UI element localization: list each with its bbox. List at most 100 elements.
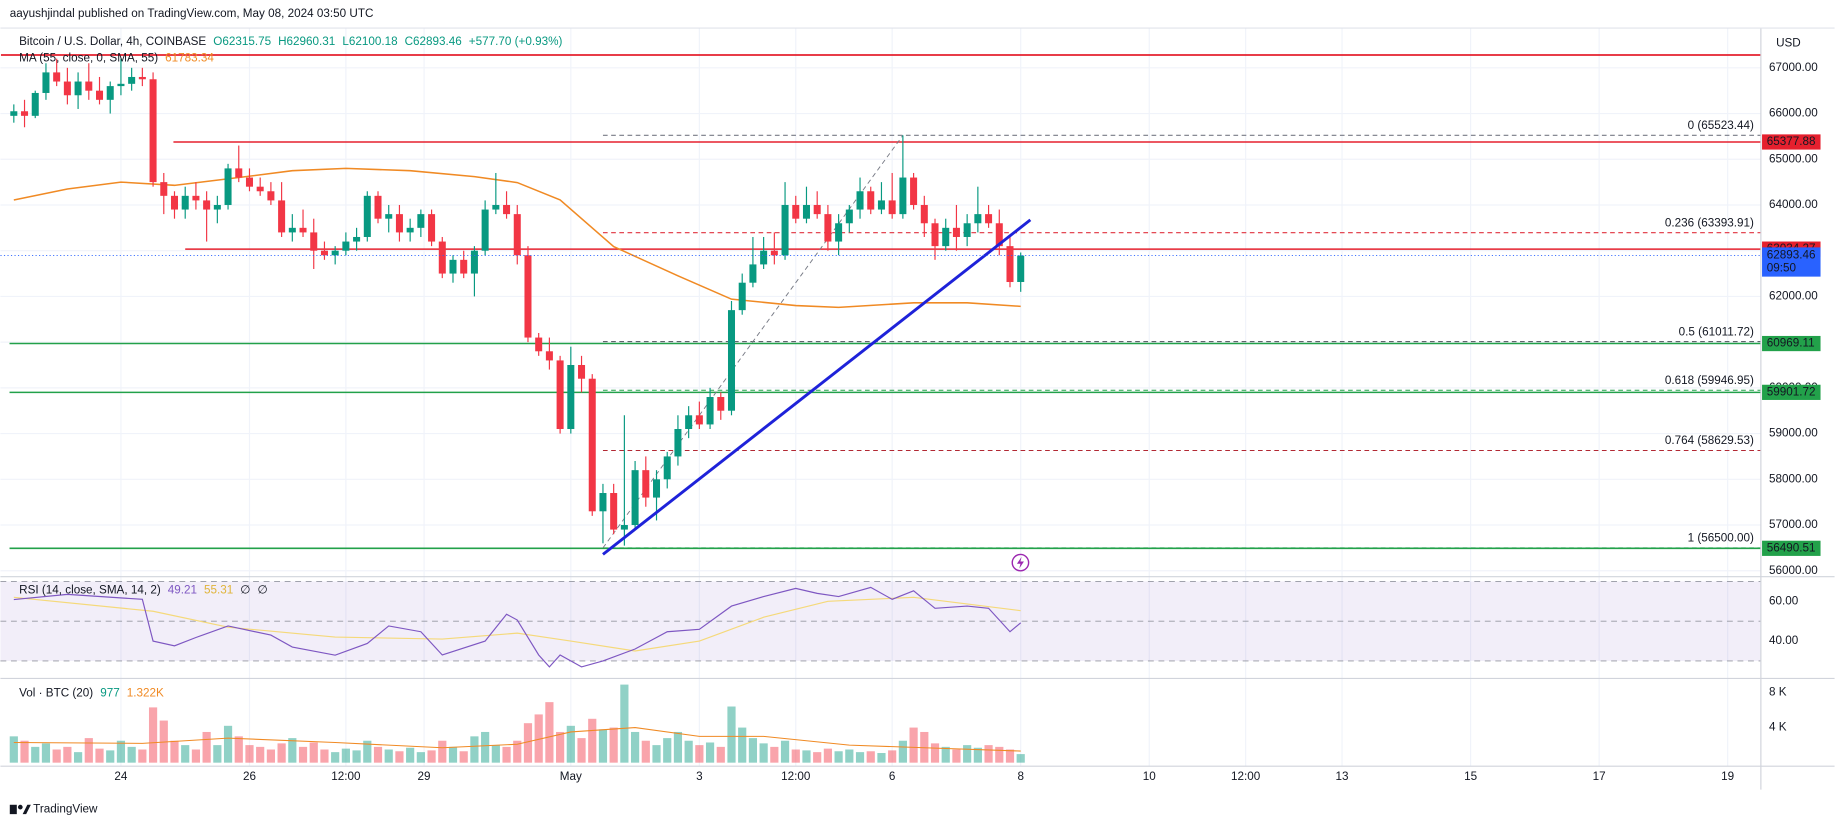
x-tick-label: 19 [1721, 770, 1734, 783]
candle-body [588, 378, 596, 512]
volume-bar [202, 731, 211, 763]
volume-bar [234, 736, 243, 763]
volume-bar [995, 746, 1004, 763]
candle-body [63, 81, 71, 96]
volume-bar [1005, 749, 1015, 763]
fib-label: 0.5 (61011.72) [1679, 325, 1754, 338]
volume-bar [288, 738, 297, 763]
candle-body [310, 232, 318, 251]
candle-body [395, 214, 403, 233]
event-icon[interactable] [1011, 553, 1030, 572]
volume-bar [823, 748, 832, 763]
volume-bar [52, 749, 61, 763]
volume-bar [298, 746, 308, 763]
candle-body [910, 177, 918, 205]
candle-body [53, 72, 61, 82]
y-tick-label: 58000.00 [1769, 472, 1818, 485]
candle-body [117, 83, 125, 87]
volume-bar [577, 738, 586, 763]
candle-body [674, 429, 682, 457]
y-tick-label: 66000.00 [1769, 107, 1818, 120]
volume-bar [256, 746, 265, 763]
candle-body [374, 195, 382, 219]
level-badge [1762, 540, 1821, 556]
currency-box[interactable] [1762, 31, 1809, 55]
candle-body [149, 79, 157, 183]
volume-bar [9, 736, 18, 763]
x-tick-label: 12:00 [331, 770, 361, 783]
candle-body [363, 195, 371, 237]
x-tick-label: 29 [418, 770, 431, 783]
candle-body [160, 182, 168, 196]
high-label: H62960.31 [278, 35, 335, 48]
volume-bar [502, 746, 511, 763]
candle-body [96, 90, 104, 100]
volume-name: Vol · BTC (20) [19, 687, 93, 700]
candle-body [106, 86, 114, 100]
candle-body [342, 241, 350, 251]
candle-body [42, 72, 50, 93]
volume-bar [791, 749, 800, 763]
trend-line [602, 218, 1032, 556]
volume-bar [491, 745, 500, 763]
candle-body [877, 200, 885, 210]
fib-label: 1 (56500.00) [1688, 532, 1754, 545]
last-price-label: 62893.46 [1767, 249, 1816, 262]
volume-bar [866, 751, 875, 763]
volume-bar [898, 740, 907, 763]
candle-body [781, 204, 789, 256]
candle-body [288, 227, 296, 233]
fib-trend [602, 135, 904, 549]
candle-body [974, 214, 982, 224]
volume-bar [470, 736, 479, 763]
countdown-label: 09:50 [1767, 262, 1797, 275]
candle-body [985, 214, 993, 224]
volume-bar [770, 746, 779, 763]
volume-bar [73, 752, 83, 763]
candle-body [74, 81, 82, 96]
candle-body [653, 479, 661, 498]
volume-bar [406, 747, 415, 763]
volume-bar [845, 749, 854, 763]
ma-legend: MA (55, close, 0, SMA, 55) 61783.34 [19, 52, 214, 65]
volume-bar [223, 725, 233, 763]
volume-bar [84, 738, 93, 763]
candle-body [128, 76, 136, 84]
volume-bar [523, 723, 533, 763]
candle-body [428, 214, 436, 242]
x-tick-label: 12:00 [781, 770, 811, 783]
volume-bar [448, 746, 458, 763]
volume-bar [459, 751, 468, 763]
volume-legend: Vol · BTC (20) 977 1.322K [19, 687, 164, 700]
volume-bar [973, 747, 982, 763]
x-tick-label: 17 [1593, 770, 1606, 783]
volume-bar [716, 746, 725, 763]
volume-bar [1016, 754, 1025, 763]
candle-body [663, 456, 671, 480]
candle-body [470, 250, 478, 274]
rsi-ma-line [13, 596, 1021, 652]
level-badge [1762, 335, 1821, 352]
candle-body [738, 282, 746, 311]
volume-bar [331, 752, 340, 763]
candle-body [856, 191, 864, 210]
rsi-legend: RSI (14, close, SMA, 14, 2) 49.21 55.31 ∅ ∅ [19, 584, 268, 597]
volume-bar [266, 749, 275, 763]
volume-bar [909, 727, 918, 763]
rsi-value: 49.21 [168, 584, 197, 597]
candle-body [331, 250, 339, 256]
y-tick-label: 64000.00 [1769, 198, 1818, 211]
volume-bar [213, 745, 222, 763]
currency-label[interactable]: USD [1776, 36, 1801, 49]
candle-body [952, 227, 960, 237]
volume-bar [170, 740, 179, 763]
volume-bar [427, 750, 436, 763]
volume-bar [652, 745, 661, 763]
candle-body [213, 204, 221, 210]
candle-body [385, 214, 393, 219]
candle-body [235, 168, 243, 178]
candle-body [835, 223, 843, 242]
fib-label: 0.236 (63393.91) [1665, 216, 1754, 229]
volume-bar [395, 751, 404, 763]
